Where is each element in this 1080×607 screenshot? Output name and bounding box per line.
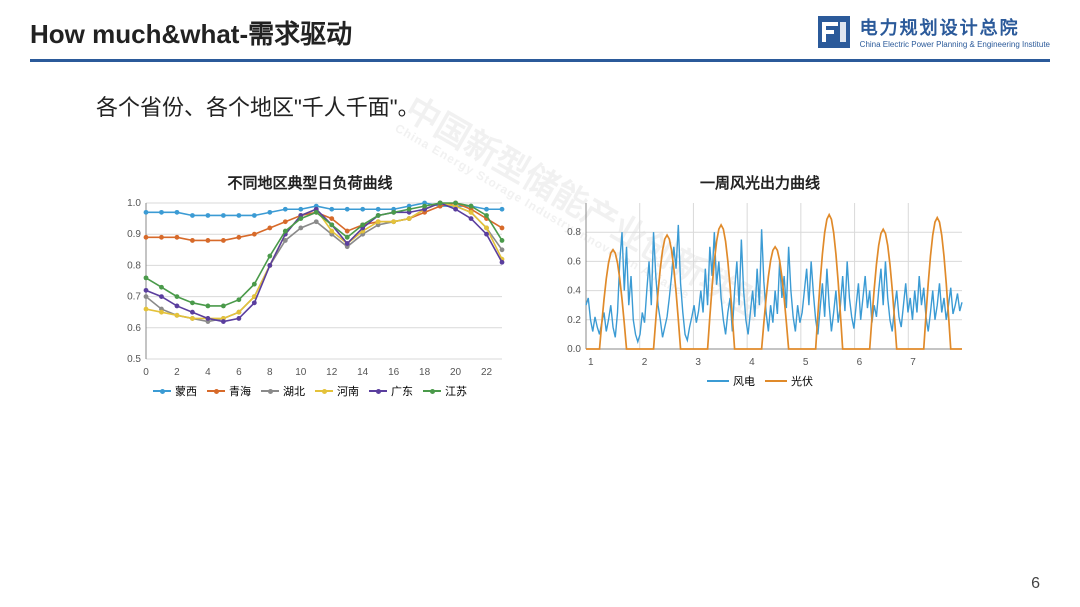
svg-text:10: 10 [295, 367, 307, 378]
logo-en: China Electric Power Planning & Engineer… [860, 40, 1050, 49]
svg-text:4: 4 [749, 357, 755, 368]
svg-text:0.2: 0.2 [567, 315, 581, 326]
svg-text:1: 1 [588, 357, 594, 368]
slide-title: How much&what-需求驱动 [30, 14, 352, 51]
svg-text:0.8: 0.8 [127, 260, 141, 271]
chart2-title: 一周风光出力曲线 [700, 172, 820, 193]
slide-subtitle: 各个省份、各个地区"千人千面"。 [0, 62, 1080, 122]
svg-text:0.7: 0.7 [127, 292, 141, 303]
chart1-legend: 蒙西青海湖北河南广东江苏 [153, 383, 467, 399]
svg-text:20: 20 [450, 367, 462, 378]
legend-item: 光伏 [765, 373, 813, 389]
chart1-title: 不同地区典型日负荷曲线 [227, 172, 392, 193]
legend-item: 广东 [369, 383, 413, 399]
logo-mark-icon [818, 16, 850, 48]
svg-text:0.5: 0.5 [127, 354, 141, 365]
svg-text:5: 5 [803, 357, 809, 368]
svg-text:22: 22 [481, 367, 493, 378]
chart1-svg: 0.5 0.6 0.7 0.8 0.9 1.0 0 2 4 6 8 10 12 14 16 18 20 22 [110, 199, 510, 379]
chart2-svg: 0.0 0.2 0.4 0.6 0.8 1 2 3 4 5 6 7 [550, 199, 970, 369]
svg-text:4: 4 [205, 367, 211, 378]
svg-text:1.0: 1.0 [127, 199, 141, 209]
svg-text:7: 7 [910, 357, 916, 368]
svg-text:0.0: 0.0 [567, 344, 581, 355]
svg-text:18: 18 [419, 367, 431, 378]
svg-text:2: 2 [174, 367, 180, 378]
svg-text:6: 6 [857, 357, 863, 368]
svg-text:8: 8 [267, 367, 273, 378]
chart2-legend: 风电光伏 [707, 373, 813, 389]
svg-text:2: 2 [642, 357, 648, 368]
chart-weekly-output: 一周风光出力曲线 0.0 0.2 0.4 0.6 0.8 1 2 3 4 5 6 7 风电光伏 [550, 172, 970, 399]
logo-cn: 电力规划设计总院 [860, 14, 1050, 40]
legend-item: 蒙西 [153, 383, 197, 399]
legend-item: 江苏 [423, 383, 467, 399]
legend-item: 湖北 [261, 383, 305, 399]
svg-text:0.8: 0.8 [567, 227, 581, 238]
svg-text:0.6: 0.6 [127, 323, 141, 334]
svg-text:0.6: 0.6 [567, 256, 581, 267]
svg-text:3: 3 [695, 357, 701, 368]
svg-text:16: 16 [388, 367, 400, 378]
svg-text:6: 6 [236, 367, 242, 378]
org-logo: 电力规划设计总院 China Electric Power Planning &… [818, 14, 1050, 49]
legend-item: 青海 [207, 383, 251, 399]
chart-daily-load: 不同地区典型日负荷曲线 0.5 0.6 0.7 0.8 0.9 1.0 0 2 4 6 8 10 12 1… [110, 172, 510, 399]
svg-text:0.9: 0.9 [127, 229, 141, 240]
svg-text:0.4: 0.4 [567, 286, 581, 297]
legend-item: 风电 [707, 373, 755, 389]
legend-item: 河南 [315, 383, 359, 399]
page-number: 6 [1031, 575, 1040, 593]
svg-text:0: 0 [143, 367, 149, 378]
svg-text:12: 12 [326, 367, 338, 378]
svg-text:14: 14 [357, 367, 369, 378]
